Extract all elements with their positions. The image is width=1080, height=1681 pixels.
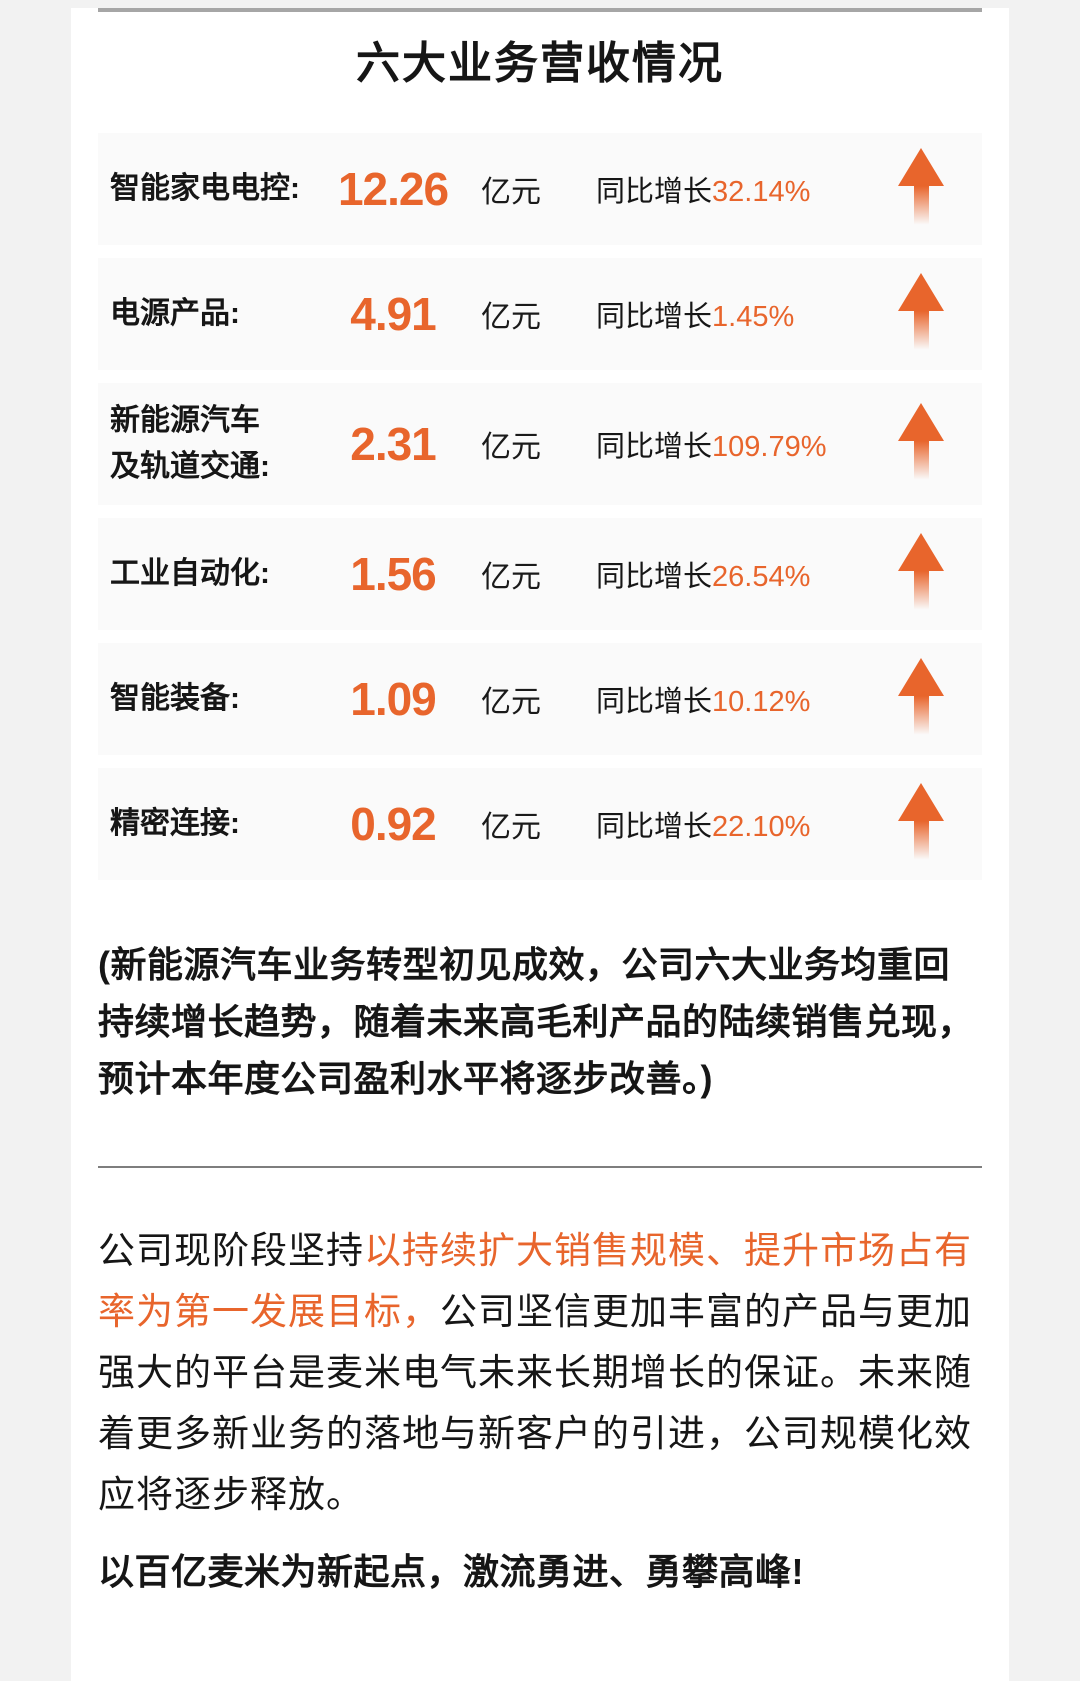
note-paragraph: (新能源汽车业务转型初见成效，公司六大业务均重回持续增长趋势，随着未来高毛利产品…: [98, 944, 975, 1099]
business-revenue-row: 新能源汽车 及轨道交通: 2.31 亿元 同比增长109.79%: [98, 383, 982, 505]
business-name-label: 精密连接:: [110, 807, 240, 840]
growth-text: 同比增长26.54%: [596, 553, 810, 595]
revenue-value: 1.56: [350, 548, 437, 600]
up-arrow-tail: [913, 821, 929, 865]
up-arrow-head: [898, 403, 944, 441]
growth-prefix-label: 同比增长: [596, 811, 713, 843]
growth-text: 同比增长10.12%: [596, 678, 810, 720]
business-revenue-row: 电源产品: 4.91 亿元 同比增长1.45%: [98, 258, 982, 370]
paragraph-highlight: 以持续扩大销售规模、提升市场占有率为第一发展目标，: [98, 1230, 972, 1332]
business-name-label: 电源产品:: [110, 297, 240, 330]
growth-prefix-label: 同比增长: [596, 561, 713, 593]
body-paragraph: 公司现阶段坚持以持续扩大销售规模、提升市场占有率为第一发展目标，公司坚信更加丰富…: [98, 1220, 982, 1525]
growth-percentage: 22.10%: [712, 811, 811, 843]
business-revenue-row: 精密连接: 0.92 亿元 同比增长22.10%: [98, 768, 982, 880]
growth-prefix-label: 同比增长: [596, 301, 713, 333]
revenue-rows: 智能家电电控: 12.26 亿元 同比增长32.14% 电源产品: 4.91 亿…: [98, 133, 982, 880]
up-arrow-icon: [898, 658, 944, 740]
revenue-value: 4.91: [350, 288, 437, 340]
growth-prefix-label: 同比增长: [596, 686, 713, 718]
growth-percentage: 10.12%: [712, 686, 811, 718]
up-arrow-icon: [898, 403, 944, 485]
closing-statement: 以百亿麦米为新起点，激流勇进、勇攀高峰!: [98, 1551, 804, 1592]
up-arrow-head: [898, 658, 944, 696]
business-name-label: 智能装备:: [110, 682, 240, 715]
business-name-label: 智能家电电控:: [110, 172, 300, 205]
article-content-card: 六大业务营收情况 智能家电电控: 12.26 亿元 同比增长32.14% 电源产…: [71, 8, 1009, 1681]
growth-percentage: 32.14%: [712, 176, 811, 208]
paragraph-lead: 公司现阶段坚持: [98, 1230, 364, 1271]
page-title: 六大业务营收情况: [356, 39, 724, 88]
business-revenue-row: 工业自动化: 1.56 亿元 同比增长26.54%: [98, 518, 982, 630]
revenue-unit: 亿元: [481, 686, 541, 719]
revenue-value: 2.31: [350, 418, 437, 470]
up-arrow-icon: [898, 273, 944, 355]
revenue-value: 12.26: [337, 163, 449, 215]
up-arrow-tail: [913, 311, 929, 355]
business-name-label: 新能源汽车 及轨道交通:: [110, 404, 270, 483]
up-arrow-icon: [898, 533, 944, 615]
mid-divider: [98, 1166, 982, 1168]
revenue-unit: 亿元: [481, 811, 541, 844]
revenue-unit: 亿元: [481, 431, 541, 464]
up-arrow-tail: [913, 696, 929, 740]
up-arrow-head: [898, 148, 944, 186]
growth-text: 同比增长22.10%: [596, 803, 810, 845]
business-revenue-row: 智能家电电控: 12.26 亿元 同比增长32.14%: [98, 133, 982, 245]
paragraph-rest: 公司坚信更加丰富的产品与更加强大的平台是麦米电气未来长期增长的保证。未来随着更多…: [98, 1291, 972, 1515]
growth-text: 同比增长109.79%: [596, 423, 827, 465]
revenue-unit: 亿元: [481, 176, 541, 209]
revenue-value: 0.92: [350, 798, 437, 850]
up-arrow-head: [898, 273, 944, 311]
top-divider: [98, 8, 982, 12]
growth-percentage: 26.54%: [712, 561, 811, 593]
up-arrow-icon: [898, 783, 944, 865]
growth-prefix-label: 同比增长: [596, 431, 713, 463]
revenue-unit: 亿元: [481, 301, 541, 334]
up-arrow-head: [898, 783, 944, 821]
growth-prefix-label: 同比增长: [596, 176, 713, 208]
growth-text: 同比增长1.45%: [596, 293, 794, 335]
up-arrow-head: [898, 533, 944, 571]
up-arrow-icon: [898, 148, 944, 230]
up-arrow-tail: [913, 571, 929, 615]
up-arrow-tail: [913, 186, 929, 230]
business-name-label: 工业自动化:: [110, 557, 270, 590]
revenue-value: 1.09: [350, 673, 437, 725]
growth-percentage: 109.79%: [712, 431, 827, 463]
revenue-unit: 亿元: [481, 561, 541, 594]
growth-percentage: 1.45%: [712, 301, 795, 333]
up-arrow-tail: [913, 441, 929, 485]
growth-text: 同比增长32.14%: [596, 168, 810, 210]
business-revenue-row: 智能装备: 1.09 亿元 同比增长10.12%: [98, 643, 982, 755]
